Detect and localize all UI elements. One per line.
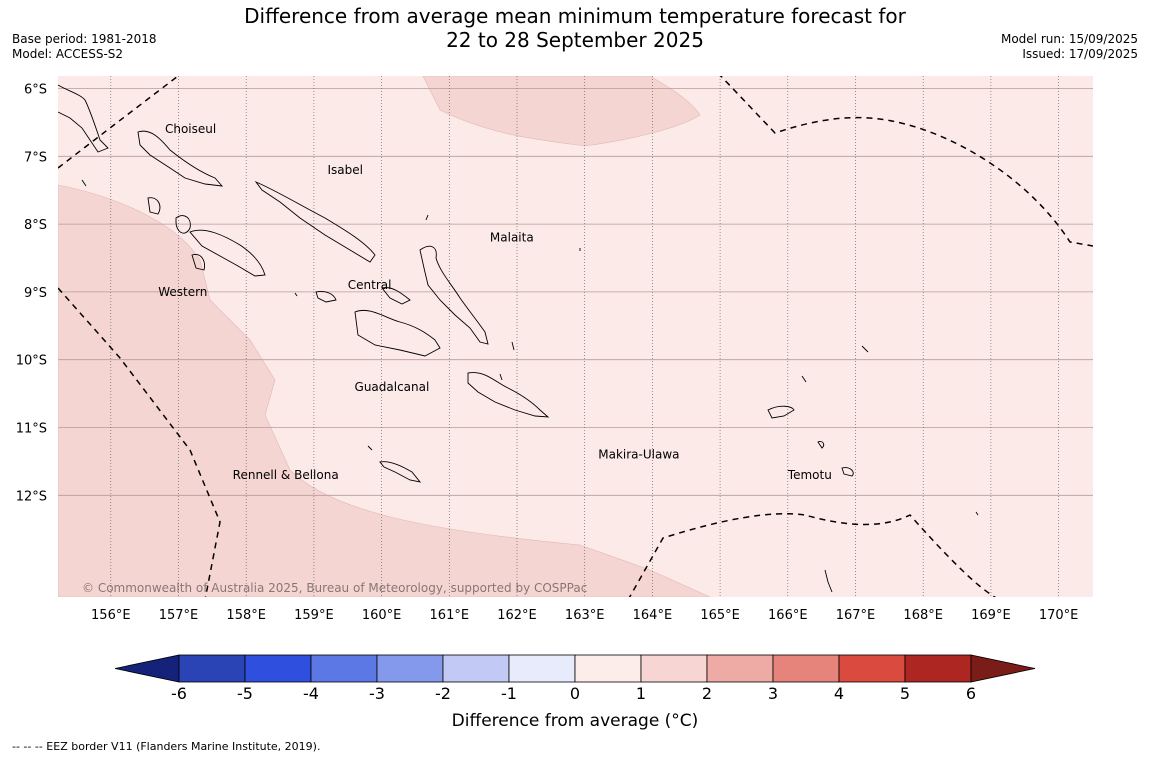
colorbar-tick: 0 <box>570 684 580 703</box>
colorbar-tick: 5 <box>900 684 910 703</box>
issued-date: Issued: 17/09/2025 <box>1022 47 1138 61</box>
lat-tick-label: 9°S <box>24 286 47 301</box>
colorbar-bin <box>838 654 906 683</box>
base-period: Base period: 1981-2018 <box>12 32 157 46</box>
lon-tick-label: 164°E <box>633 608 673 623</box>
meta-left: Base period: 1981-2018 Model: ACCESS-S2 <box>12 32 157 62</box>
lon-tick-label: 170°E <box>1039 608 1079 623</box>
colorbar-bin <box>442 654 510 683</box>
copyright-text: © Commonwealth of Australia 2025, Bureau… <box>82 581 587 595</box>
colorbar-tick: -1 <box>501 684 517 703</box>
lon-tick-label: 169°E <box>971 608 1011 623</box>
longitude-labels: 156°E 157°E 158°E 159°E 160°E 161°E 162°E 163°E… <box>91 608 1078 623</box>
lon-tick-label: 161°E <box>430 608 470 623</box>
colorbar <box>114 654 1036 683</box>
colorbar-bin <box>508 654 576 683</box>
place-label: Malaita <box>490 231 534 245</box>
latitude-labels: 6°S 7°S 8°S 9°S 10°S 11°S 12°S <box>16 83 47 505</box>
colorbar-bin <box>706 654 774 683</box>
map-title: Difference from average mean minimum tem… <box>0 4 1150 52</box>
colorbar-bin <box>244 654 312 683</box>
colorbar-tick: 3 <box>768 684 778 703</box>
colorbar-tick: -2 <box>435 684 451 703</box>
place-label: Isabel <box>327 163 362 177</box>
anomaly-1-2-region-north <box>422 76 701 147</box>
lon-tick-label: 166°E <box>768 608 808 623</box>
lat-tick-label: 6°S <box>24 83 47 98</box>
colorbar-bin <box>772 654 840 683</box>
model-run: Model run: 15/09/2025 <box>1000 32 1138 46</box>
anomaly-1-2-region-west <box>58 184 711 597</box>
colorbar-bin <box>178 654 246 683</box>
lon-tick-label: 157°E <box>159 608 199 623</box>
lat-tick-label: 10°S <box>16 354 47 369</box>
lon-tick-label: 159°E <box>294 608 334 623</box>
lon-tick-label: 167°E <box>836 608 876 623</box>
colorbar-tick: 6 <box>966 684 976 703</box>
lon-tick-label: 165°E <box>700 608 740 623</box>
latitude-gridlines <box>58 88 1093 496</box>
place-label: Choiseul <box>165 122 216 136</box>
place-label: Makira-Ulawa <box>598 448 679 462</box>
eez-border-lines <box>58 76 1093 597</box>
place-label: Guadalcanal <box>355 380 430 394</box>
colorbar-tick: 1 <box>636 684 646 703</box>
colorbar-tick: -5 <box>237 684 253 703</box>
colorbar-tick: 4 <box>834 684 844 703</box>
colorbar-tick: -6 <box>171 684 187 703</box>
colorbar-bin <box>310 654 378 683</box>
colorbar-tick: 2 <box>702 684 712 703</box>
lat-tick-label: 8°S <box>24 218 47 233</box>
colorbar-tick: -4 <box>303 684 319 703</box>
place-labels: Choiseul Isabel Malaita Central Western Guada… <box>158 122 832 482</box>
lon-tick-label: 162°E <box>497 608 537 623</box>
colorbar-bin <box>376 654 444 683</box>
lat-tick-label: 7°S <box>24 150 47 165</box>
title-line-2: 22 to 28 September 2025 <box>446 28 704 52</box>
place-label: Western <box>158 285 207 299</box>
meta-right: Model run: 15/09/2025 Issued: 17/09/2025 <box>1001 32 1138 62</box>
place-label: Central <box>348 278 392 292</box>
lon-tick-label: 158°E <box>226 608 266 623</box>
place-label: Rennell & Bellona <box>233 468 339 482</box>
colorbar-bin <box>640 654 708 683</box>
colorbar-bin <box>574 654 642 683</box>
lon-tick-label: 163°E <box>565 608 605 623</box>
lon-tick-label: 156°E <box>91 608 131 623</box>
colorbar-extend-low <box>114 654 180 683</box>
lon-tick-label: 168°E <box>903 608 943 623</box>
colorbar-label: Difference from average (°C) <box>451 711 699 731</box>
coastlines <box>58 84 979 593</box>
colorbar-tick-labels: -6 -5 -4 -3 -2 -1 0 1 2 3 4 5 6 <box>171 684 976 703</box>
colorbar-extend-high <box>970 654 1036 683</box>
place-label: Temotu <box>787 468 832 482</box>
lat-tick-label: 11°S <box>16 422 47 437</box>
model-name: Model: ACCESS-S2 <box>12 47 124 61</box>
colorbar-tick: -3 <box>369 684 385 703</box>
map-plot: Choiseul Isabel Malaita Central Western Guada… <box>58 76 1093 597</box>
title-line-1: Difference from average mean minimum tem… <box>244 4 906 28</box>
colorbar-bin <box>904 654 972 683</box>
lat-tick-label: 12°S <box>16 489 47 504</box>
lon-tick-label: 160°E <box>362 608 402 623</box>
eez-footnote: -- -- -- EEZ border V11 (Flanders Marine… <box>12 740 321 753</box>
